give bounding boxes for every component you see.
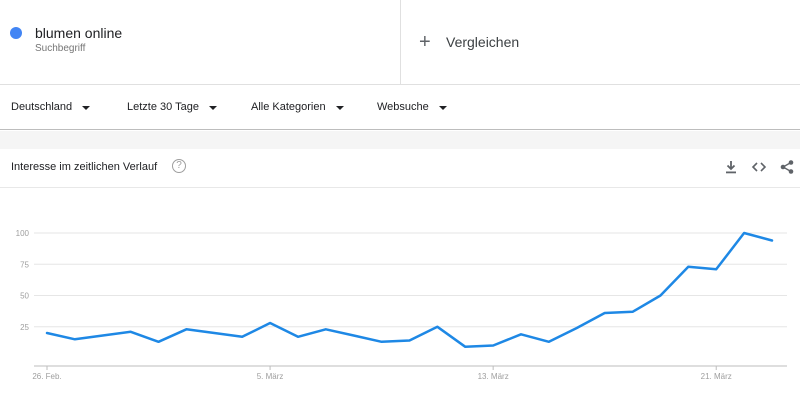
search-type-label: Websuche	[377, 101, 429, 113]
interest-line-chart: 25 50 75 100 26. Feb. 5. März 13. März 21. März	[16, 229, 787, 381]
card-title: Interesse im zeitlichen Verlauf	[11, 161, 158, 173]
plus-icon: +	[419, 31, 431, 53]
x-tick-label: 13. März	[478, 372, 509, 381]
caret-down-icon	[438, 105, 447, 110]
region-dropdown[interactable]: Deutschland	[11, 101, 91, 113]
category-label: Alle Kategorien	[251, 101, 326, 113]
compare-label: Vergleichen	[446, 34, 520, 50]
search-term-card[interactable]: blumen online Suchbegriff	[0, 0, 401, 85]
caret-down-icon	[82, 105, 91, 110]
interest-over-time-card: Interesse im zeitlichen Verlauf ?	[0, 149, 800, 415]
section-gap	[0, 131, 800, 149]
search-term-type: Suchbegriff	[35, 43, 86, 54]
series-line	[45, 231, 774, 349]
time-range-label: Letzte 30 Tage	[127, 101, 199, 113]
search-type-dropdown[interactable]: Websuche	[377, 101, 447, 113]
y-tick-label: 50	[20, 292, 29, 301]
embed-icon[interactable]	[751, 159, 767, 175]
caret-down-icon	[335, 105, 344, 110]
download-icon[interactable]	[723, 159, 739, 175]
caret-down-icon	[208, 105, 217, 110]
term-color-dot	[10, 27, 22, 39]
y-tick-label: 75	[20, 260, 29, 269]
x-tick-label: 26. Feb.	[32, 372, 61, 381]
search-term-bar: blumen online Suchbegriff + Vergleichen	[0, 0, 800, 85]
compare-button[interactable]: + Vergleichen	[419, 31, 519, 53]
share-icon[interactable]	[779, 159, 795, 175]
help-icon[interactable]: ?	[172, 159, 186, 173]
x-tick-label: 21. März	[701, 372, 732, 381]
card-header-divider	[0, 187, 800, 188]
region-label: Deutschland	[11, 101, 73, 113]
category-dropdown[interactable]: Alle Kategorien	[251, 101, 344, 113]
x-tick-label: 5. März	[257, 372, 284, 381]
search-term-name[interactable]: blumen online	[35, 25, 123, 41]
y-tick-label: 25	[20, 323, 29, 332]
time-range-dropdown[interactable]: Letzte 30 Tage	[127, 101, 217, 113]
y-tick-label: 100	[16, 229, 30, 238]
filter-bar: Deutschland Letzte 30 Tage Alle Kategori…	[0, 86, 800, 130]
